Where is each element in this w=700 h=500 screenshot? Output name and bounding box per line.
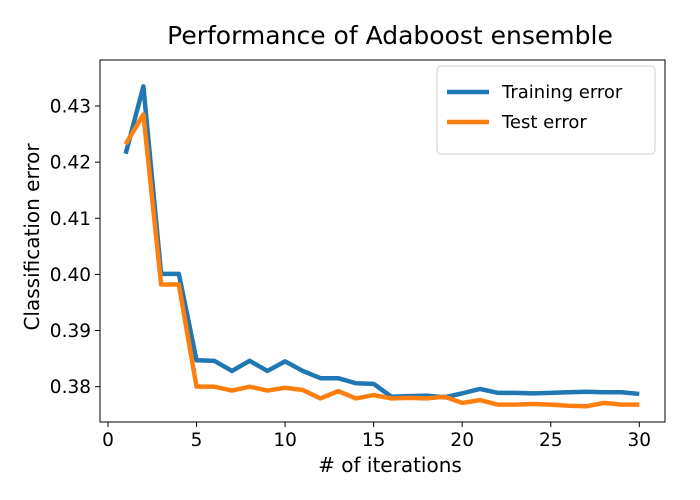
- plot-area-frame: [99, 59, 666, 423]
- chart-title: Performance of Adaboost ensemble: [167, 21, 613, 50]
- legend-box: [436, 65, 656, 155]
- legend: Training error Test error: [436, 65, 656, 155]
- y-tick-label: 0.43: [50, 97, 91, 118]
- series-layer: [123, 84, 640, 409]
- x-tick-label: 30: [628, 430, 652, 451]
- y-tick-label: 0.38: [50, 377, 91, 398]
- x-tick-label: 10: [273, 430, 297, 451]
- y-tick-label: 0.41: [50, 209, 91, 230]
- x-tick-label: 5: [191, 430, 203, 451]
- y-tick-label: 0.40: [50, 265, 91, 286]
- series-line-training-error: [123, 84, 640, 400]
- y-axis: 0.38 0.39 0.40 0.41 0.42 0.43: [50, 97, 100, 398]
- x-tick-label: 20: [450, 430, 474, 451]
- x-tick-label: 25: [539, 430, 563, 451]
- legend-label: Training error: [501, 82, 623, 103]
- x-axis: 0 5 10 15 20 25 30: [102, 422, 651, 451]
- x-tick-label: 0: [102, 430, 114, 451]
- x-tick-label: 15: [362, 430, 386, 451]
- y-axis-label: Classification error: [20, 143, 44, 331]
- y-tick-label: 0.39: [50, 321, 91, 342]
- x-axis-label: # of iterations: [318, 453, 462, 477]
- series-line-test-error: [123, 112, 640, 409]
- y-tick-label: 0.42: [50, 153, 91, 174]
- legend-label: Test error: [501, 112, 587, 133]
